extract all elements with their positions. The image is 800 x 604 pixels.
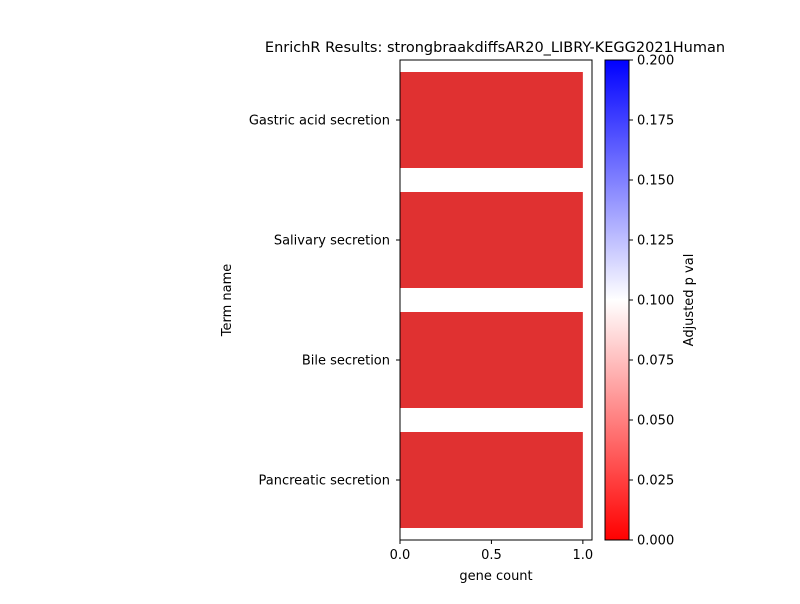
y-tick-label: Salivary secretion	[274, 234, 390, 249]
colorbar-tick-label: 0.075	[637, 354, 674, 369]
colorbar-tick-label: 0.050	[637, 414, 674, 429]
colorbar	[604, 59, 630, 541]
bar	[400, 312, 583, 408]
x-axis-label: gene count	[459, 569, 532, 584]
y-axis: Gastric acid secretion Salivary secretion…	[249, 114, 400, 489]
y-axis-label: Term name	[220, 264, 235, 338]
colorbar-tick-label: 0.175	[637, 114, 674, 129]
y-tick-label: Gastric acid secretion	[249, 114, 390, 129]
colorbar-tick-label: 0.150	[637, 174, 674, 189]
plot-frame	[399, 59, 593, 541]
colorbar-tick-label: 0.200	[637, 54, 674, 69]
colorbar-tick-label: 0.000	[637, 534, 674, 549]
colorbar-tick-label: 0.125	[637, 234, 674, 249]
x-tick-label: 0.5	[481, 548, 502, 563]
colorbar-tick-label: 0.025	[637, 474, 674, 489]
bar	[400, 72, 583, 168]
colorbar-axis: 0.000 0.025 0.050 0.075 0.100 0.125 0.150 0.175…	[629, 54, 674, 549]
y-tick-label: Bile secretion	[302, 354, 390, 369]
x-tick-label: 0.0	[390, 548, 411, 563]
bars-layer	[400, 72, 583, 528]
bar	[400, 192, 583, 288]
colorbar-label: Adjusted p val	[682, 254, 697, 347]
y-tick-label: Pancreatic secretion	[259, 474, 391, 489]
bar	[400, 432, 583, 528]
x-tick-label: 1.0	[573, 548, 594, 563]
x-axis: 0.0 0.5 1.0	[390, 540, 594, 563]
chart-title: EnrichR Results: strongbraakdiffsAR20_LI…	[265, 40, 725, 56]
colorbar-tick-label: 0.100	[637, 294, 674, 309]
